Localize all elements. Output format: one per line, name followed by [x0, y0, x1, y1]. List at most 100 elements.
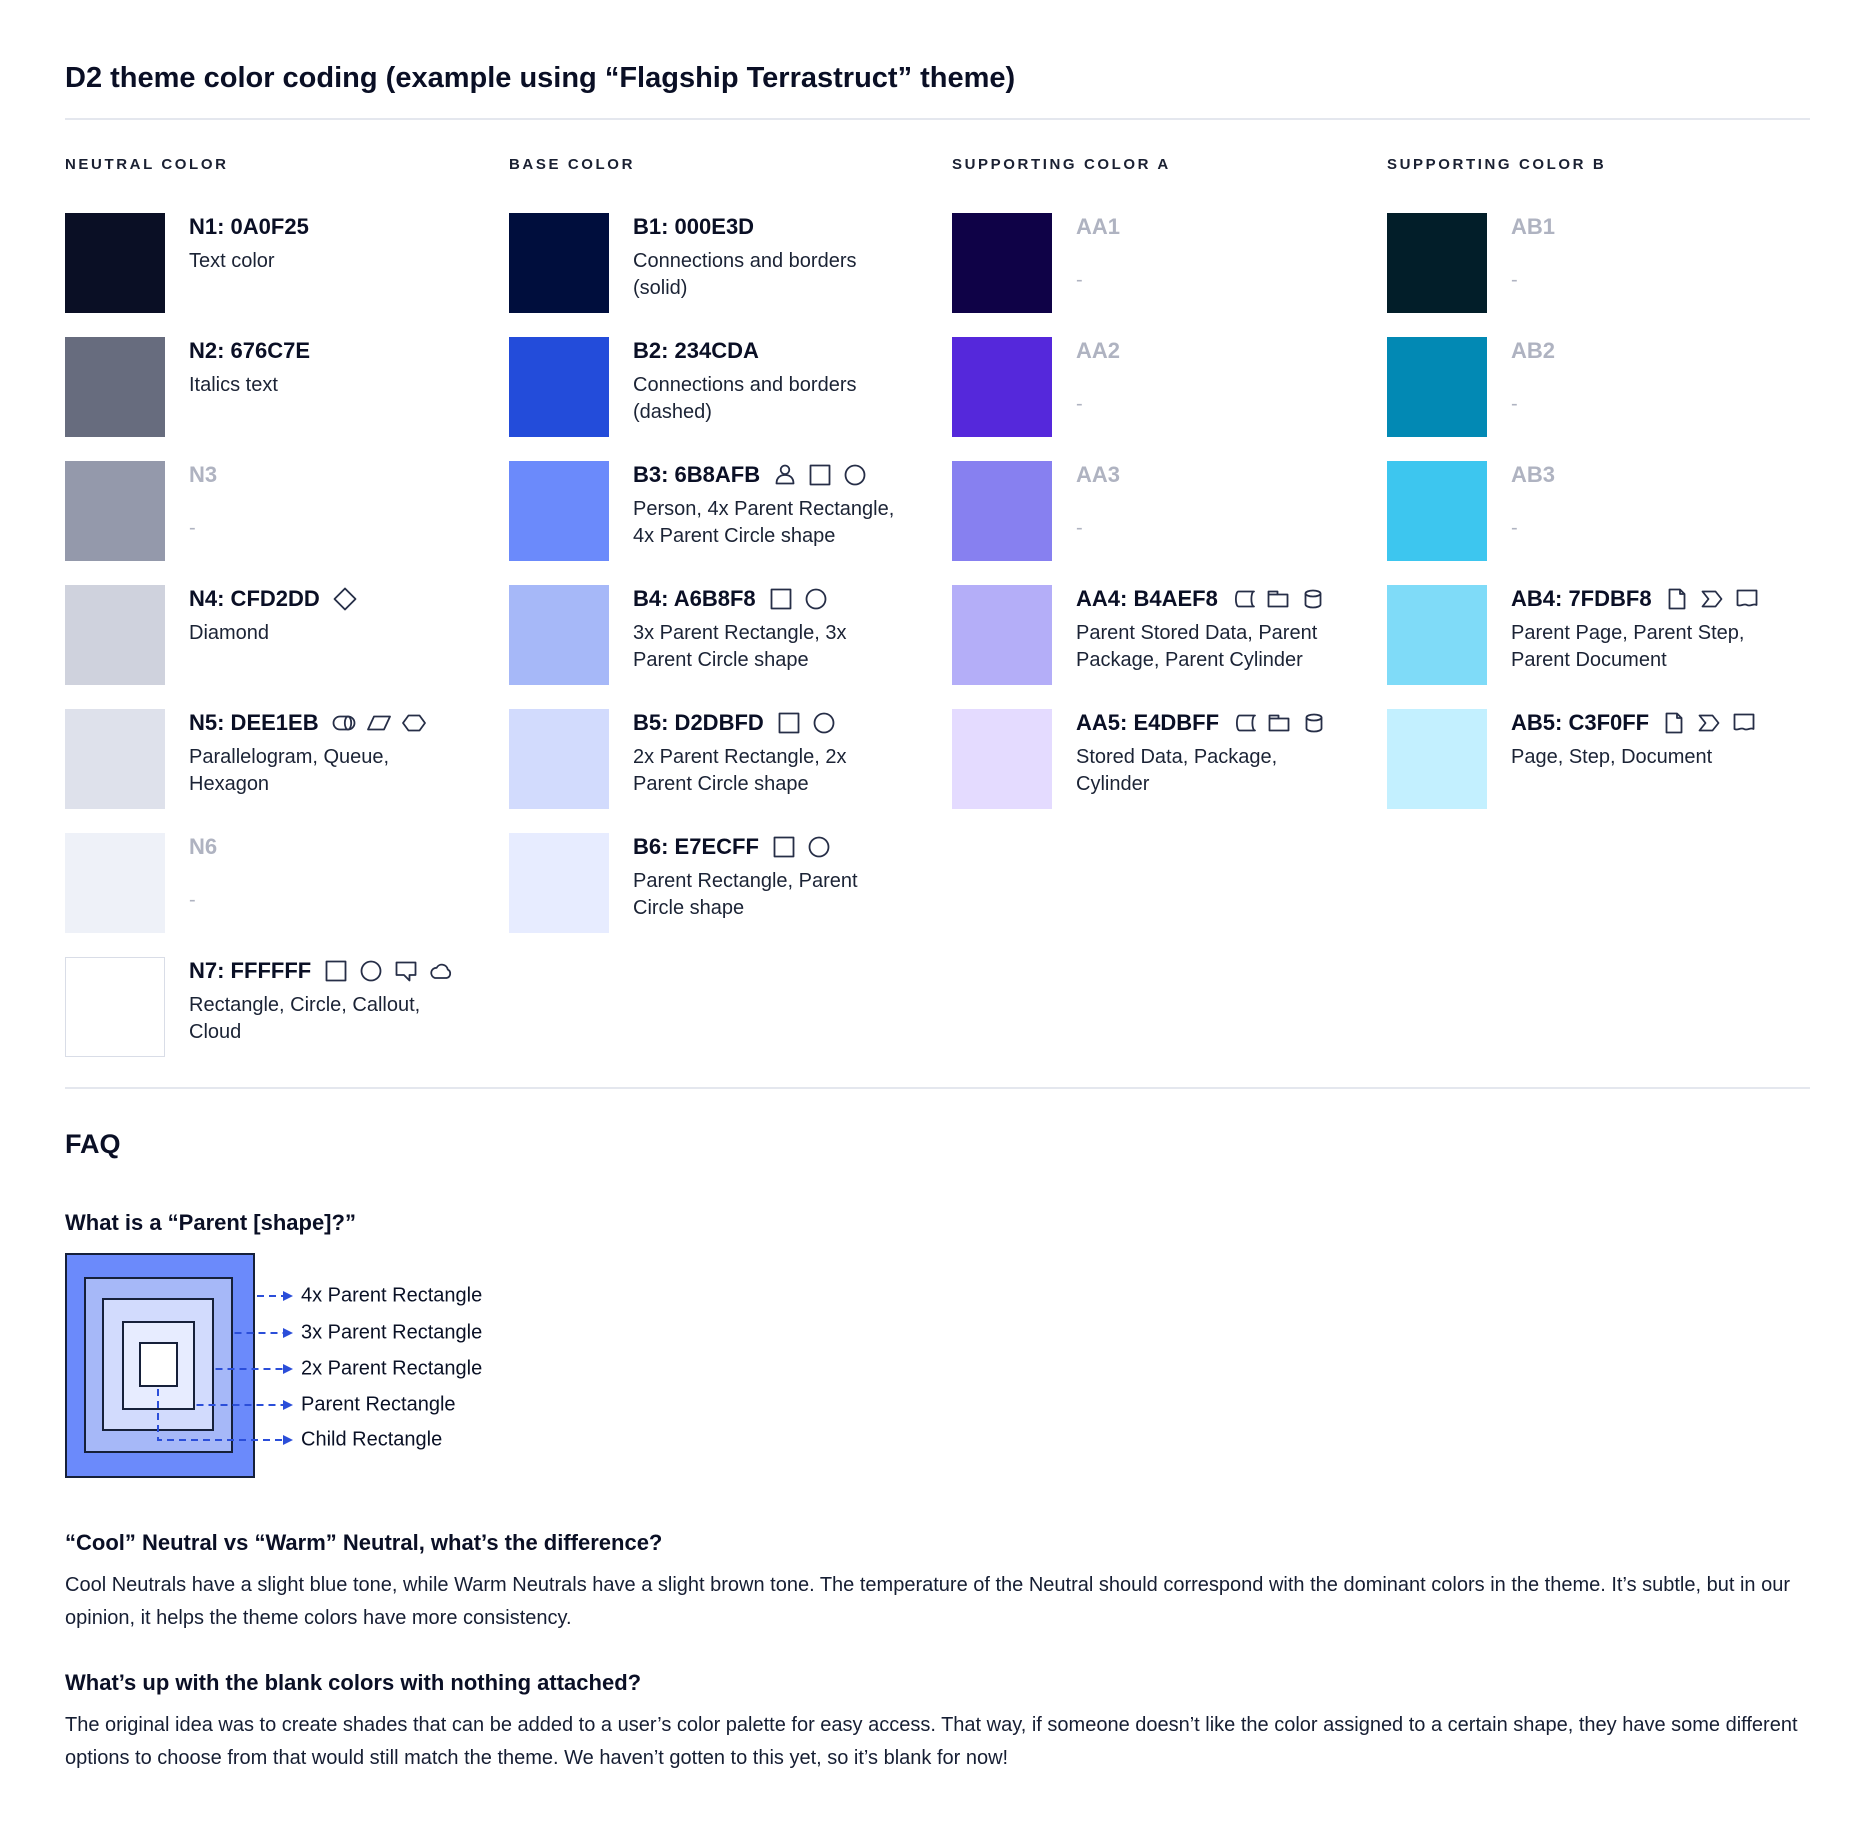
color-swatch	[1387, 337, 1487, 437]
shape-icons	[1230, 586, 1326, 612]
color-label: AA4: B4AEF8	[1076, 586, 1218, 611]
palette-entry: N7: FFFFFF Rectangle, Circle, Callout, C…	[65, 957, 509, 1057]
palette-entry: B1: 000E3D Connections and borders (soli…	[509, 213, 952, 313]
color-label: B6: E7ECFF	[633, 834, 759, 859]
faq-answer-cool-vs-warm: Cool Neutrals have a slight blue tone, w…	[65, 1574, 1790, 1629]
package-icon	[1265, 586, 1291, 612]
color-swatch	[1387, 213, 1487, 313]
entry-text: B4: A6B8F8 3x Parent Rectangle, 3x Paren…	[633, 585, 897, 685]
color-desc: Parent Page, Parent Step, Parent Documen…	[1511, 622, 1745, 671]
shape-icons	[1661, 710, 1757, 736]
color-swatch	[952, 585, 1052, 685]
palette-column: SUPPORTING COLOR B AB1 - AB2 - AB3	[1387, 156, 1824, 833]
arrowhead-icon	[283, 1364, 293, 1374]
palette-entry: B5: D2DBFD 2x Parent Rectangle, 2x Paren…	[509, 709, 952, 809]
circle-icon	[806, 834, 832, 860]
color-desc: -	[1076, 393, 1083, 415]
stored-data-icon	[1231, 710, 1257, 736]
palette-entry: N2: 676C7E Italics text	[65, 337, 509, 437]
diagram-label: 3x Parent Rectangle	[301, 1321, 483, 1344]
page-title: D2 theme color coding (example using “Fl…	[65, 62, 1016, 94]
color-swatch	[65, 213, 165, 313]
step-icon	[1696, 710, 1722, 736]
palette-entry: AB5: C3F0FF Page, Step, Document	[1387, 709, 1824, 809]
faq-question-cool-vs-warm: “Cool” Neutral vs “Warm” Neutral, what’s…	[65, 1530, 663, 1555]
rectangle-icon	[807, 462, 833, 488]
shape-icons	[776, 710, 837, 736]
callout-icon	[393, 958, 419, 984]
color-desc: -	[189, 517, 196, 539]
color-desc: Stored Data, Package, Cylinder	[1076, 746, 1278, 795]
color-desc: Italics text	[189, 374, 278, 396]
section-divider	[65, 1087, 1810, 1089]
entry-text: N6 -	[189, 833, 453, 933]
color-swatch	[509, 585, 609, 685]
color-label: N3	[189, 462, 218, 487]
hexagon-icon	[401, 710, 427, 736]
color-label: N7: FFFFFF	[189, 958, 312, 983]
arrowhead-icon	[283, 1400, 293, 1410]
entry-text: AA5: E4DBFF Stored Data, Package, Cylind…	[1076, 709, 1340, 809]
color-swatch	[952, 213, 1052, 313]
color-desc: 3x Parent Rectangle, 3x Parent Circle sh…	[633, 622, 847, 671]
column-header: NEUTRAL COLOR	[65, 156, 229, 173]
color-swatch	[509, 461, 609, 561]
entry-text: N5: DEE1EB Parallelogram, Queue, Hexagon	[189, 709, 453, 809]
shape-icons	[768, 586, 829, 612]
color-desc: -	[189, 889, 196, 911]
color-label: N6	[189, 834, 218, 859]
queue-icon	[331, 710, 357, 736]
color-label: N5: DEE1EB	[189, 710, 319, 735]
color-label: N4: CFD2DD	[189, 586, 320, 611]
arrowhead-icon	[283, 1328, 293, 1338]
parent-shape-diagram: 4x Parent Rectangle 3x Parent Rectangle 2x…	[65, 1253, 1810, 1493]
color-label: AB5: C3F0FF	[1511, 710, 1650, 735]
color-swatch	[509, 833, 609, 933]
entry-text: N4: CFD2DD Diamond	[189, 585, 453, 685]
palette-entry: AB1 -	[1387, 213, 1824, 313]
color-label: B4: A6B8F8	[633, 586, 756, 611]
faq-question-parent-shape: What is a “Parent [shape]?”	[65, 1210, 356, 1235]
rectangle-icon	[776, 710, 802, 736]
color-desc: Page, Step, Document	[1511, 746, 1713, 768]
palette-entry: B6: E7ECFF Parent Rectangle, Parent Circ…	[509, 833, 952, 933]
color-swatch	[509, 337, 609, 437]
shape-icons	[332, 586, 358, 612]
diagram-arrow	[157, 1389, 283, 1441]
entry-text: N1: 0A0F25 Text color	[189, 213, 453, 313]
shape-icons	[772, 462, 868, 488]
rectangle-icon	[771, 834, 797, 860]
diagram-arrows	[157, 1291, 293, 1445]
color-swatch	[65, 833, 165, 933]
palette-entry: AB3 -	[1387, 461, 1824, 561]
color-label: B2: 234CDA	[633, 338, 759, 363]
color-desc: Parallelogram, Queue, Hexagon	[189, 746, 390, 795]
color-swatch	[1387, 585, 1487, 685]
shape-icons	[1664, 586, 1760, 612]
palette-entry: AA1 -	[952, 213, 1387, 313]
diamond-icon	[332, 586, 358, 612]
page-icon	[1664, 586, 1690, 612]
color-swatch	[509, 213, 609, 313]
package-icon	[1266, 710, 1292, 736]
section-divider	[65, 118, 1810, 120]
color-desc: -	[1076, 269, 1083, 291]
palette-entry: N1: 0A0F25 Text color	[65, 213, 509, 313]
shape-icons	[323, 958, 454, 984]
color-label: AA5: E4DBFF	[1076, 710, 1220, 735]
entry-text: B3: 6B8AFB Person, 4x Parent Rectangle, …	[633, 461, 897, 561]
faq-title: FAQ	[65, 1129, 121, 1159]
arrowhead-icon	[283, 1291, 293, 1301]
shape-icons	[331, 710, 427, 736]
entry-text: AA1 -	[1076, 213, 1340, 313]
color-label: B1: 000E3D	[633, 214, 755, 239]
palette-entry: AA2 -	[952, 337, 1387, 437]
parallelogram-icon	[366, 710, 392, 736]
circle-icon	[358, 958, 384, 984]
palette-column: NEUTRAL COLOR N1: 0A0F25 Text color N2: …	[65, 156, 509, 1081]
entry-text: AB1 -	[1511, 213, 1775, 313]
color-label: AB3	[1511, 462, 1556, 487]
entry-text: AA4: B4AEF8 Parent Stored Data, Parent P…	[1076, 585, 1340, 685]
diagram-label: 2x Parent Rectangle	[301, 1357, 483, 1380]
rectangle-icon	[768, 586, 794, 612]
